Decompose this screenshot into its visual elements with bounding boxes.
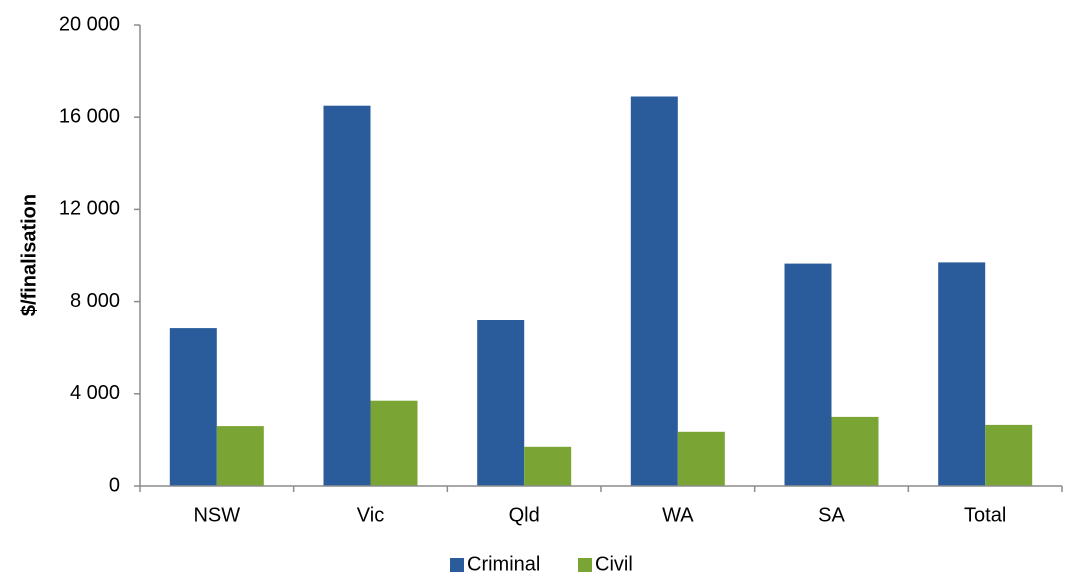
bar-criminal-qld <box>477 320 525 486</box>
y-tick-label: 20 000 <box>59 13 120 35</box>
y-tick-label: 12 000 <box>59 198 120 220</box>
bar-civil-total <box>985 424 1033 486</box>
bar-civil-sa <box>831 416 879 486</box>
y-ticks-group: 0 4 000 8 000 12 000 16 000 20 000 <box>59 13 140 496</box>
x-ticks-group: NSW Vic Qld WA SA Total <box>139 486 1063 526</box>
bar-civil-vic <box>370 400 418 486</box>
bar-criminal-wa <box>630 96 678 486</box>
legend-swatch-civil <box>578 558 592 572</box>
bars-group <box>169 96 1033 486</box>
legend: Criminal Civil <box>450 553 633 575</box>
bar-civil-wa <box>677 431 725 486</box>
axes-group <box>139 25 1062 487</box>
x-tick-label-wa: WA <box>662 504 694 526</box>
legend-label-criminal: Criminal <box>467 553 540 575</box>
x-tick-label-qld: Qld <box>509 504 540 526</box>
bar-criminal-sa <box>784 263 832 486</box>
bar-criminal-nsw <box>169 328 217 486</box>
x-tick-label-total: Total <box>964 504 1006 526</box>
bar-criminal-vic <box>323 105 371 486</box>
y-tick-label: 16 000 <box>59 105 120 127</box>
x-tick-label-vic: Vic <box>357 504 384 526</box>
bar-criminal-total <box>938 262 986 486</box>
y-tick-label: 4 000 <box>70 382 120 404</box>
legend-label-civil: Civil <box>595 553 633 575</box>
y-tick-label: 8 000 <box>70 290 120 312</box>
bar-civil-nsw <box>216 426 264 486</box>
y-axis-label: $/finalisation <box>18 194 40 316</box>
x-tick-label-nsw: NSW <box>193 504 240 526</box>
legend-swatch-criminal <box>450 558 464 572</box>
y-tick-label: 0 <box>109 474 120 496</box>
bar-civil-qld <box>524 446 572 486</box>
x-tick-label-sa: SA <box>818 504 845 526</box>
